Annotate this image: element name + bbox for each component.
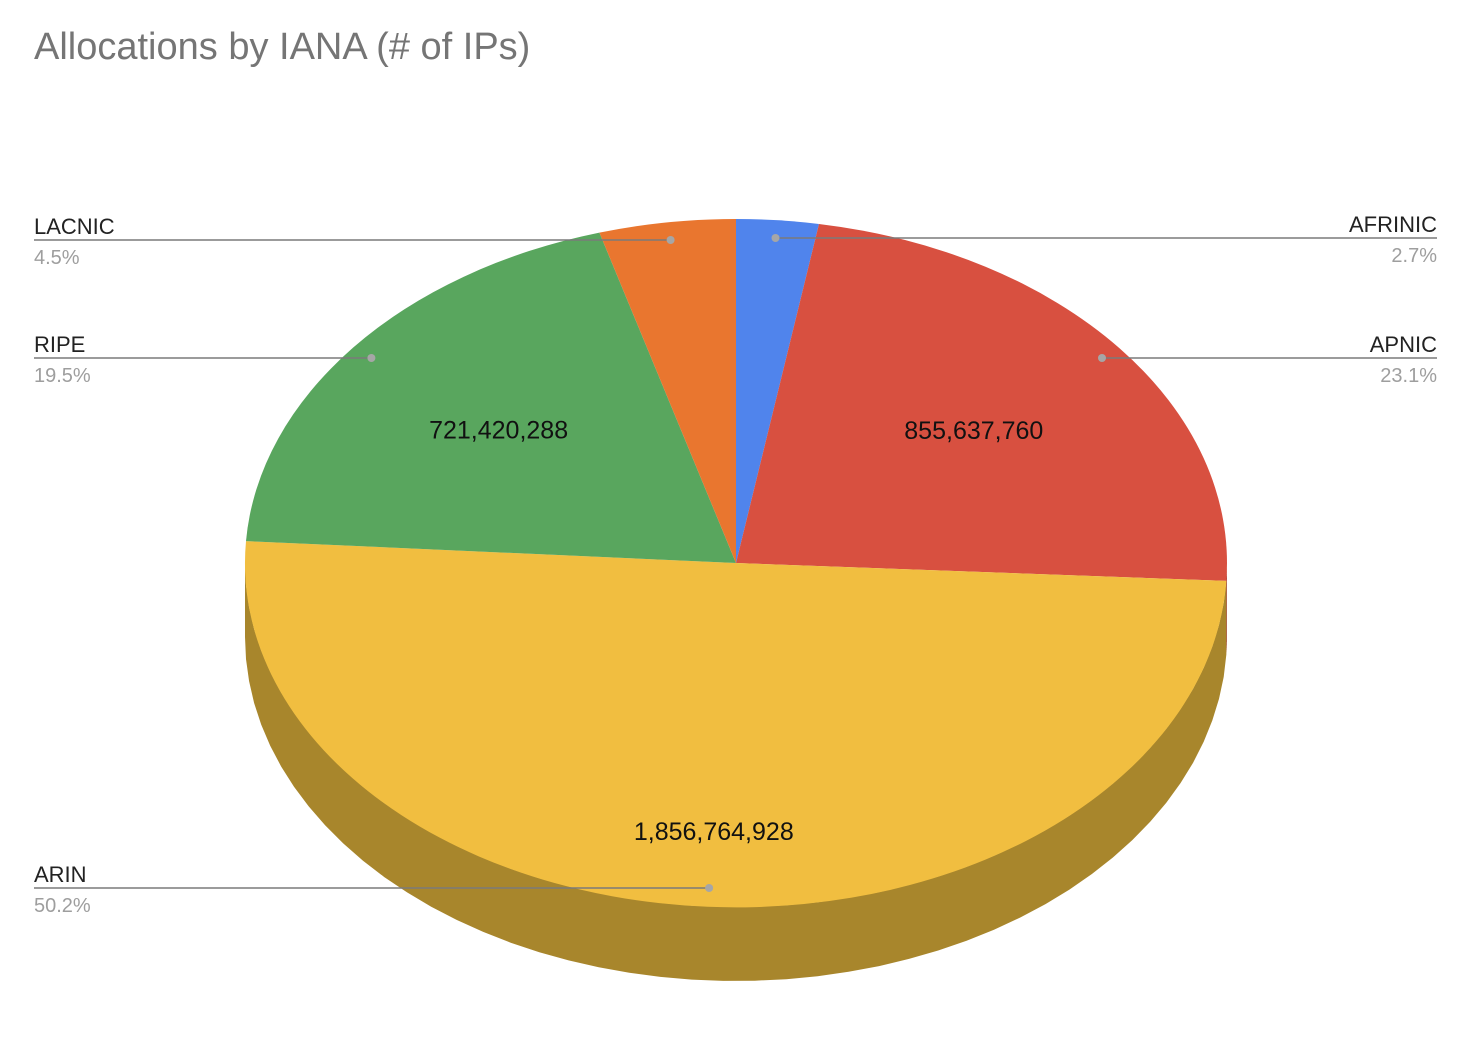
leader-dot-afrinic <box>771 234 780 242</box>
slice-side-apnic <box>1226 563 1227 655</box>
slice-percent-afrinic: 2.7% <box>1391 245 1437 267</box>
value-label-apnic: 855,637,760 <box>904 417 1043 445</box>
leader-dot-ripe <box>367 354 376 362</box>
slice-percent-arin: 50.2% <box>34 895 91 917</box>
slice-name-apnic: APNIC <box>1370 332 1437 357</box>
slice-value-labels: 855,637,760 1,856,764,928 721,420,288 <box>429 417 1043 846</box>
slice-name-arin: ARIN <box>34 862 87 887</box>
slice-apnic <box>736 223 1227 581</box>
slice-callouts: AFRINIC 2.7% APNIC 23.1% ARIN 50.2% RIPE 19.5% L… <box>34 212 1437 917</box>
pie-depth <box>245 563 1227 981</box>
slice-percent-lacnic: 4.5% <box>34 247 80 269</box>
leader-dot-arin <box>705 884 714 892</box>
value-label-arin: 1,856,764,928 <box>634 818 794 846</box>
slice-name-afrinic: AFRINIC <box>1349 212 1437 237</box>
pie-slices <box>244 219 1227 908</box>
leader-dot-apnic <box>1098 354 1106 362</box>
slice-ripe <box>246 232 736 563</box>
slice-percent-ripe: 19.5% <box>34 365 91 387</box>
slice-name-lacnic: LACNIC <box>34 214 115 239</box>
slice-percent-apnic: 23.1% <box>1380 365 1437 387</box>
value-label-ripe: 721,420,288 <box>429 417 568 445</box>
slice-lacnic <box>599 219 736 563</box>
chart-title: Allocations by IANA (# of IPs) <box>34 26 531 68</box>
slice-arin <box>244 541 1227 908</box>
slice-side-arin <box>245 563 1227 981</box>
slice-name-ripe: RIPE <box>34 332 85 357</box>
leader-dot-lacnic <box>666 236 675 244</box>
slice-afrinic <box>736 219 819 563</box>
